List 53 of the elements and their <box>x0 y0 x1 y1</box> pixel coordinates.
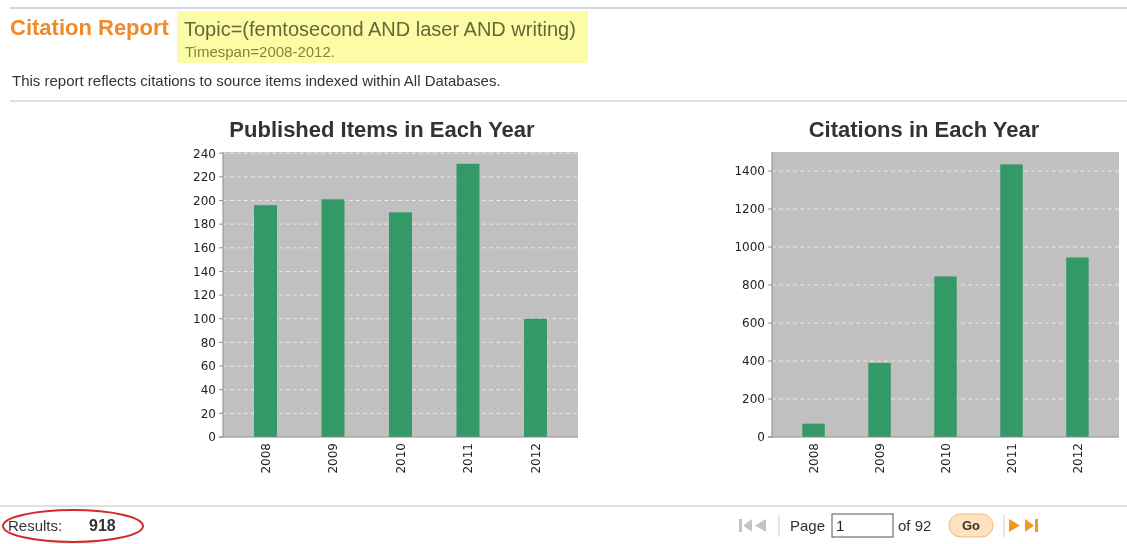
chart-title: Published Items in Each Year <box>229 117 536 142</box>
x-tick-label: 2009 <box>326 443 341 474</box>
text: This report reflects citations to source items indexed within All Databases. <box>12 72 501 89</box>
bar <box>934 276 957 437</box>
y-tick-label: 200 <box>742 392 765 407</box>
y-tick-label: 0 <box>757 430 765 445</box>
x-tick-label: 2009 <box>872 443 887 474</box>
y-tick-label: 60 <box>200 359 216 374</box>
text: 1 <box>836 517 845 534</box>
y-tick-label: 400 <box>742 354 765 369</box>
y-tick-label: 40 <box>200 383 216 398</box>
y-tick-label: 600 <box>742 316 765 331</box>
x-tick-label: 2012 <box>528 443 543 474</box>
y-tick-label: 1400 <box>734 164 765 179</box>
y-tick-label: 160 <box>193 241 216 256</box>
y-tick-label: 800 <box>742 278 765 293</box>
text: Citation Report <box>10 15 170 40</box>
bar <box>524 318 547 437</box>
y-tick-label: 20 <box>200 406 216 421</box>
y-tick-label: 0 <box>208 430 216 445</box>
y-tick-label: 1200 <box>734 202 765 217</box>
text: of 92 <box>898 517 932 534</box>
y-tick-label: 80 <box>200 335 216 350</box>
x-tick-label: 2008 <box>258 443 273 474</box>
y-tick-label: 180 <box>193 217 216 232</box>
y-tick-label: 240 <box>193 146 216 161</box>
y-tick-label: 200 <box>193 193 216 208</box>
bar <box>1066 257 1089 437</box>
text: 918 <box>89 517 116 534</box>
text: Topic=(femtosecond AND laser AND writing) <box>184 18 576 40</box>
bar <box>868 362 891 437</box>
x-tick-label: 2010 <box>938 443 953 474</box>
bar <box>389 212 412 437</box>
chart-title: Citations in Each Year <box>808 117 1040 142</box>
x-tick-label: 2011 <box>461 443 476 474</box>
y-tick-label: 1000 <box>734 240 765 255</box>
text: Timespan=2008-2012. <box>185 43 335 60</box>
x-tick-label: 2011 <box>1004 443 1019 474</box>
text: Go <box>961 518 981 533</box>
x-tick-label: 2008 <box>806 443 821 474</box>
x-tick-label: 2012 <box>1070 443 1085 474</box>
text: Page <box>790 517 826 534</box>
y-tick-label: 140 <box>193 264 216 279</box>
text: Results: <box>8 517 63 534</box>
y-tick-label: 120 <box>193 288 216 303</box>
bar <box>321 199 345 437</box>
y-tick-label: 100 <box>193 312 216 327</box>
bar <box>802 423 825 437</box>
bar <box>254 205 277 437</box>
x-tick-label: 2010 <box>393 443 408 474</box>
bar <box>456 163 480 437</box>
y-tick-label: 220 <box>193 170 216 185</box>
bar <box>1000 164 1023 437</box>
